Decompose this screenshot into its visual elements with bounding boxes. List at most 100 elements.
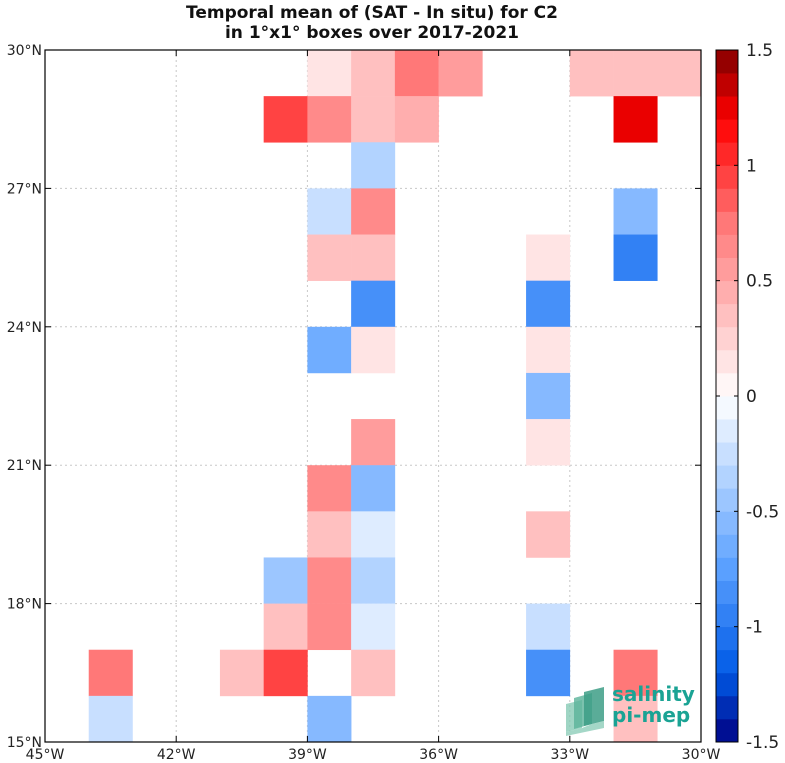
- colorbar-segment: [716, 718, 738, 743]
- colorbar-segment: [716, 188, 738, 212]
- x-tick-label: 33°W: [550, 747, 589, 763]
- heatmap-cell: [88, 649, 133, 697]
- y-tick-label: 21°N: [7, 458, 42, 474]
- heatmap-cell: [351, 511, 396, 558]
- heatmap-cell: [219, 649, 264, 697]
- heatmap-cell: [613, 96, 658, 143]
- colorbar-tick-label: -1.5: [746, 733, 779, 753]
- colorbar-segment: [716, 257, 738, 282]
- heatmap-cell: [351, 142, 396, 189]
- heatmap-cell: [526, 511, 571, 558]
- y-tick-label: 24°N: [7, 320, 42, 336]
- colorbar-segment: [716, 626, 738, 651]
- colorbar-segment: [716, 534, 738, 558]
- heatmap-cell: [657, 50, 702, 97]
- heatmap-cell: [351, 603, 396, 651]
- colorbar-segment: [716, 96, 738, 120]
- colorbar-tick-label: -0.5: [746, 502, 779, 522]
- x-tick-label: 36°W: [419, 747, 458, 763]
- heatmap-cell: [263, 649, 308, 697]
- heatmap-cell: [526, 234, 571, 281]
- heatmap-cell: [351, 326, 396, 374]
- heatmap-cell: [613, 695, 658, 743]
- y-tick-label: 18°N: [7, 597, 42, 613]
- x-axis: 45°W 42°W 39°W 36°W 33°W 30°W: [26, 50, 721, 763]
- y-tick-label: 27°N: [7, 181, 42, 197]
- heatmap-cell: [351, 465, 396, 512]
- colorbar-segment: [716, 649, 738, 674]
- y-tick-label: 30°N: [7, 43, 42, 59]
- logo-wave-icon: [566, 687, 604, 736]
- colorbar-tick-label: 1.5: [746, 41, 773, 61]
- heatmap-cell: [569, 50, 614, 97]
- colorbar-segment: [716, 234, 738, 258]
- heatmap-cell: [526, 280, 571, 328]
- heatmap-cell: [613, 50, 658, 97]
- heatmap-cell: [307, 695, 352, 743]
- colorbar-tick-label: 1: [746, 156, 757, 176]
- heatmap-cell: [526, 372, 571, 420]
- heatmap-cell: [263, 96, 308, 143]
- colorbar-segment: [716, 488, 738, 512]
- colorbar-segment: [716, 349, 738, 374]
- salinity-pi-mep-logo: salinity pi-mep: [566, 682, 695, 736]
- colorbar-segment: [716, 672, 738, 697]
- logo-text-pi-mep: pi-mep: [612, 703, 690, 727]
- x-tick-label: 30°W: [682, 747, 721, 763]
- colorbar-segment: [716, 280, 738, 305]
- heatmap-cell: [307, 96, 352, 143]
- heatmap-cell: [526, 419, 571, 466]
- heatmap-cell: [351, 649, 396, 697]
- colorbar-segment: [716, 557, 738, 581]
- heatmap-cell: [307, 557, 352, 604]
- colorbar-tick-label: 0: [746, 387, 757, 407]
- heatmap-cell: [526, 326, 571, 374]
- heatmap-cell: [88, 695, 133, 743]
- heatmap-cell: [351, 234, 396, 281]
- heatmap-cell: [438, 50, 483, 97]
- heatmap-cell: [263, 557, 308, 604]
- colorbar-segment: [716, 73, 738, 97]
- colorbar-segment: [716, 142, 738, 166]
- heatmap-cell: [351, 188, 396, 235]
- heatmap-cell: [613, 234, 658, 281]
- colorbar-segment: [716, 603, 738, 628]
- logo-text-salinity: salinity: [612, 682, 695, 706]
- colorbar-segment: [716, 326, 738, 351]
- heatmap-cell: [351, 419, 396, 466]
- heatmap-cell: [613, 649, 658, 697]
- colorbar-segment: [716, 372, 738, 397]
- colorbar-segment: [716, 695, 738, 720]
- colorbar-segment: [716, 211, 738, 235]
- colorbar: [716, 50, 738, 743]
- colorbar-segment: [716, 50, 738, 74]
- heatmap-cell: [526, 649, 571, 697]
- heatmap-cell: [307, 234, 352, 281]
- y-tick-label: 15°N: [7, 735, 42, 751]
- heatmap-cell: [394, 96, 439, 143]
- colorbar-segment: [716, 119, 738, 143]
- heatmap-cells: [88, 50, 702, 743]
- heatmap-cell: [307, 603, 352, 651]
- gridlines: [45, 50, 701, 742]
- plot-frame: [44, 49, 702, 743]
- colorbar-segment: [716, 465, 738, 489]
- heatmap-cell: [351, 96, 396, 143]
- colorbar-segment: [716, 511, 738, 535]
- colorbar-tick-label: 0.5: [746, 272, 773, 292]
- heatmap-cell: [351, 557, 396, 604]
- colorbar-segment: [716, 442, 738, 466]
- colorbar-ticks: 1.5 1 0.5 0 -0.5 -1 -1.5: [716, 41, 779, 753]
- colorbar-segment: [716, 396, 738, 420]
- x-tick-label: 39°W: [288, 747, 327, 763]
- heatmap-cell: [307, 50, 352, 97]
- heatmap-cell: [394, 50, 439, 97]
- heatmap-cell: [307, 511, 352, 558]
- heatmap-cell: [307, 188, 352, 235]
- colorbar-segment: [716, 580, 738, 604]
- heatmap-cell: [526, 603, 571, 651]
- colorbar-segment: [716, 303, 738, 328]
- heatmap-cell: [613, 188, 658, 235]
- colorbar-segment: [716, 419, 738, 443]
